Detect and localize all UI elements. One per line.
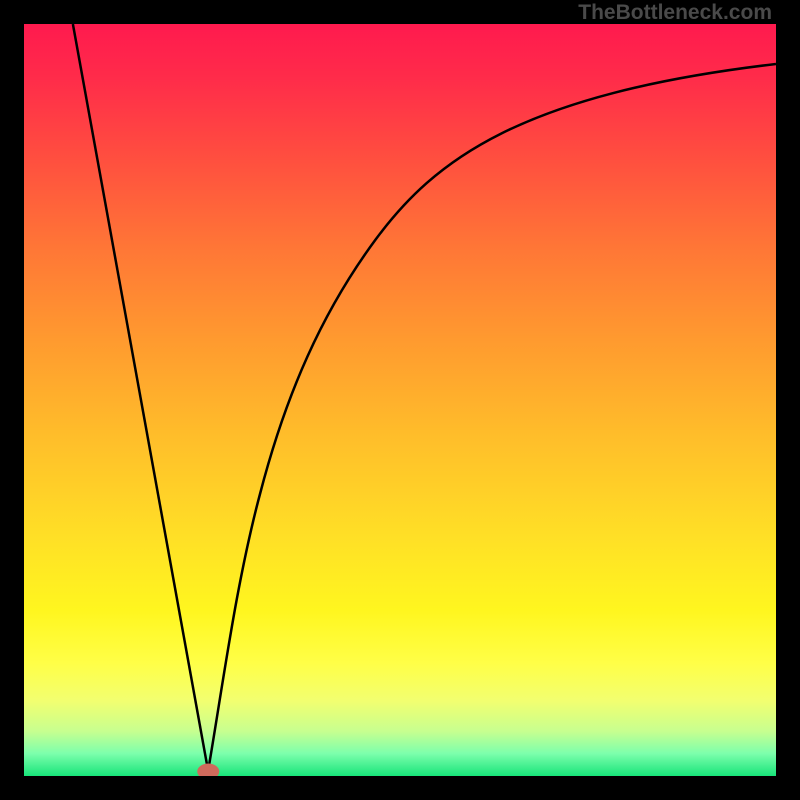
plot-area [24, 24, 776, 776]
border-left [0, 0, 24, 800]
curve-layer [24, 24, 776, 776]
chart-frame: TheBottleneck.com [0, 0, 800, 800]
border-bottom [0, 776, 800, 800]
curve-right [208, 64, 776, 772]
curve-left [73, 24, 208, 771]
minimum-marker [197, 763, 219, 776]
border-right [776, 0, 800, 800]
watermark-text: TheBottleneck.com [578, 1, 772, 25]
